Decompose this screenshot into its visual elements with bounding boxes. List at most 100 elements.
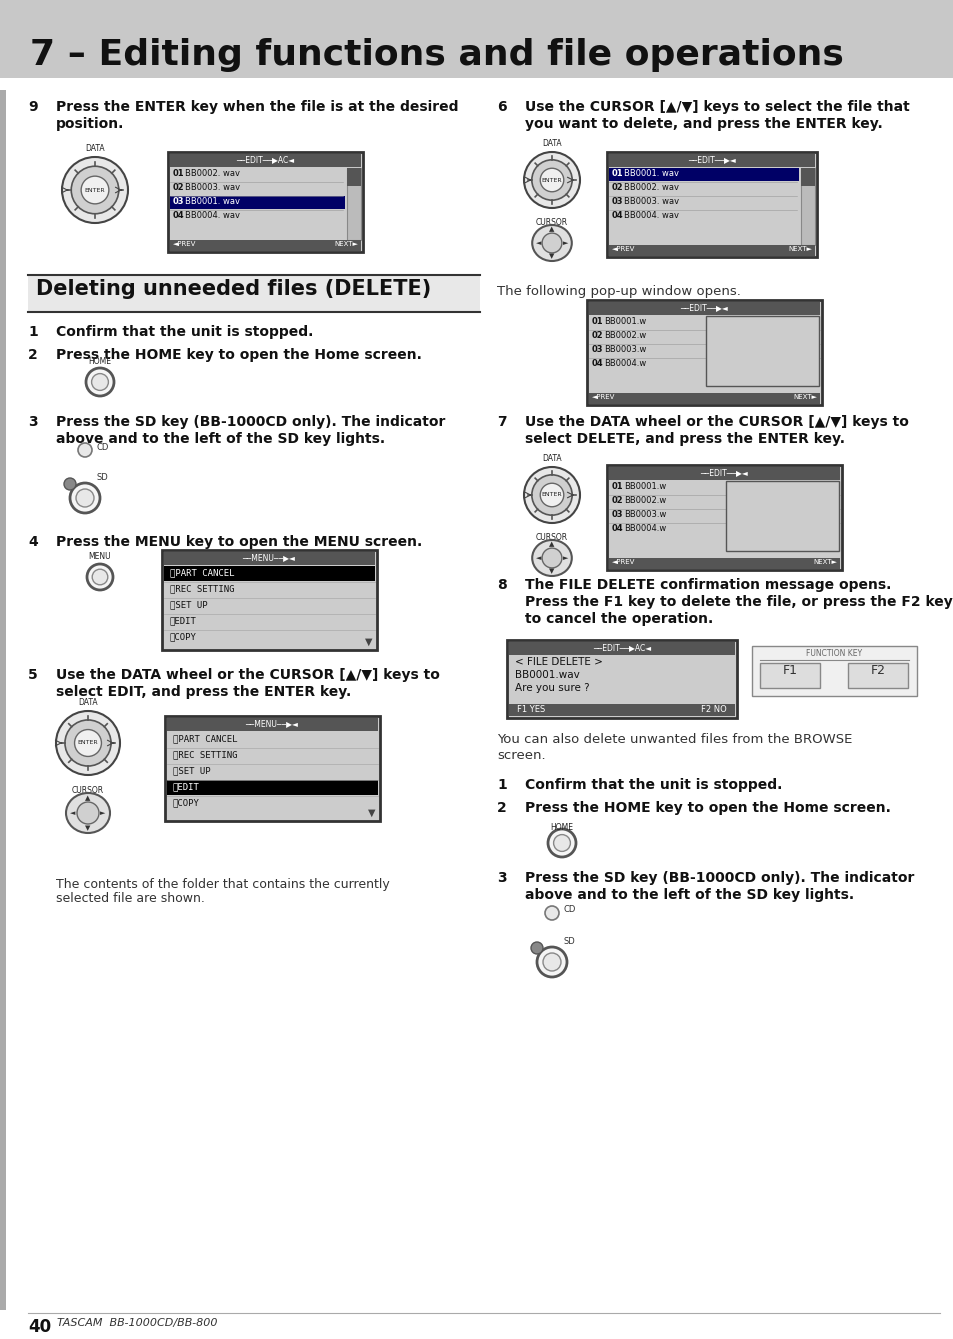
Text: ◄: ◄ (536, 240, 540, 246)
Text: ⁄EDIT: ⁄EDIT (170, 616, 196, 625)
Text: 3: 3 (28, 415, 37, 428)
Bar (725, 495, 838, 507)
Text: ►: ► (562, 554, 568, 561)
Text: 8: 8 (497, 578, 506, 592)
Bar (801, 167, 814, 245)
Text: < FILE DELETE >: < FILE DELETE > (515, 657, 602, 667)
Text: Confirm that the unit is stopped.: Confirm that the unit is stopped. (56, 325, 313, 339)
Text: ⁄PART CANCEL: ⁄PART CANCEL (172, 734, 237, 743)
Text: select EDIT, and press the ENTER key.: select EDIT, and press the ENTER key. (56, 686, 351, 699)
Text: F1 YES: F1 YES (517, 706, 545, 714)
Text: ENTER: ENTER (85, 187, 105, 193)
Bar (725, 481, 838, 494)
Text: PLAY: PLAY (708, 317, 726, 325)
Text: BB0004. wav: BB0004. wav (623, 212, 679, 220)
Bar (608, 467, 840, 479)
Ellipse shape (66, 793, 110, 833)
Text: DATA: DATA (85, 145, 105, 153)
Bar (170, 240, 360, 250)
Text: BB0004.w: BB0004.w (623, 524, 665, 533)
Text: DELETE: DELETE (708, 359, 738, 368)
Text: ──EDIT──▶◄: ──EDIT──▶◄ (687, 155, 735, 163)
Text: Confirm that the unit is stopped.: Confirm that the unit is stopped. (524, 778, 781, 791)
Text: NEXT►: NEXT► (334, 241, 357, 246)
Text: The following pop-up window opens.: The following pop-up window opens. (497, 285, 740, 299)
Circle shape (70, 483, 100, 513)
Text: DATA: DATA (541, 454, 561, 463)
Text: BB0001.w: BB0001.w (603, 317, 645, 325)
Bar (28, 276, 479, 312)
Bar (509, 641, 734, 655)
Bar (165, 716, 379, 821)
Text: NEXT►: NEXT► (787, 246, 811, 252)
Text: ⁄PART CANCEL: ⁄PART CANCEL (170, 568, 234, 577)
Bar (170, 195, 345, 209)
Text: 03: 03 (612, 510, 623, 520)
Text: ◄PREV: ◄PREV (592, 394, 615, 400)
Text: 5: 5 (28, 668, 38, 682)
Text: HOME: HOME (550, 823, 573, 832)
Bar (588, 394, 820, 404)
Bar (167, 781, 377, 795)
Text: Are you sure ?: Are you sure ? (515, 683, 589, 694)
Circle shape (78, 443, 91, 457)
Circle shape (539, 483, 563, 506)
Text: ⁄COPY: ⁄COPY (172, 798, 200, 807)
Text: you want to delete, and press the ENTER key.: you want to delete, and press the ENTER … (524, 116, 882, 131)
Text: 04: 04 (612, 212, 623, 220)
Text: 01: 01 (592, 317, 603, 325)
Text: MOVE: MOVE (708, 345, 731, 353)
Text: Press the HOME key to open the Home screen.: Press the HOME key to open the Home scre… (56, 348, 421, 362)
Text: ENTER: ENTER (541, 493, 561, 498)
Text: 01: 01 (172, 169, 185, 178)
Circle shape (542, 953, 560, 971)
Circle shape (56, 711, 120, 775)
Text: 03: 03 (172, 197, 184, 206)
Text: ──MENU──▶◄: ──MENU──▶◄ (242, 553, 295, 562)
Text: BB0003.w: BB0003.w (623, 510, 666, 520)
Bar (705, 344, 818, 358)
Bar (167, 718, 377, 731)
Text: ──EDIT──▶◄: ──EDIT──▶◄ (700, 469, 747, 477)
Text: NEXT►: NEXT► (792, 394, 816, 400)
Text: ──MENU──▶◄: ──MENU──▶◄ (245, 719, 298, 728)
Text: NEXT►: NEXT► (812, 558, 836, 565)
Text: 4: 4 (28, 536, 38, 549)
Bar (705, 329, 818, 343)
Text: Press the SD key (BB-1000CD only). The indicator: Press the SD key (BB-1000CD only). The i… (524, 870, 913, 885)
Text: Use the DATA wheel or the CURSOR [▲/▼] keys to: Use the DATA wheel or the CURSOR [▲/▼] k… (524, 415, 908, 428)
Text: DATA: DATA (78, 698, 98, 707)
Circle shape (71, 166, 118, 214)
Text: BB0004. wav: BB0004. wav (185, 212, 240, 220)
Text: BB0002. wav: BB0002. wav (623, 183, 679, 191)
Text: SD: SD (563, 937, 576, 947)
Text: MOVE: MOVE (728, 510, 751, 520)
Text: BB0004.w: BB0004.w (603, 359, 645, 368)
Circle shape (64, 478, 76, 490)
Text: TASCAM  BB-1000CD/BB-800: TASCAM BB-1000CD/BB-800 (50, 1318, 217, 1328)
Text: ◄: ◄ (71, 810, 75, 815)
Text: 01: 01 (612, 482, 623, 491)
Text: ──EDIT──▶AC◄: ──EDIT──▶AC◄ (593, 643, 650, 652)
Text: Use the CURSOR [▲/▼] keys to select the file that: Use the CURSOR [▲/▼] keys to select the … (524, 100, 909, 114)
Text: ◄: ◄ (536, 554, 540, 561)
Bar (760, 663, 820, 688)
Bar (705, 316, 818, 329)
Text: ENTER: ENTER (77, 740, 98, 746)
Text: ▼: ▼ (368, 807, 375, 818)
Text: ▼: ▼ (365, 637, 373, 647)
Bar (168, 153, 363, 252)
Text: 01: 01 (612, 169, 623, 178)
Text: BB0001.w: BB0001.w (623, 482, 665, 491)
Text: to cancel the operation.: to cancel the operation. (524, 612, 713, 627)
Circle shape (81, 177, 109, 204)
Text: 2: 2 (28, 348, 38, 362)
Text: 04: 04 (172, 212, 185, 220)
Text: BB0001.wav: BB0001.wav (515, 670, 579, 680)
Circle shape (91, 374, 109, 391)
Circle shape (544, 907, 558, 920)
Circle shape (539, 169, 563, 191)
Text: BB0003.w: BB0003.w (603, 345, 646, 353)
Bar (751, 645, 916, 696)
Text: ▼: ▼ (549, 569, 554, 574)
